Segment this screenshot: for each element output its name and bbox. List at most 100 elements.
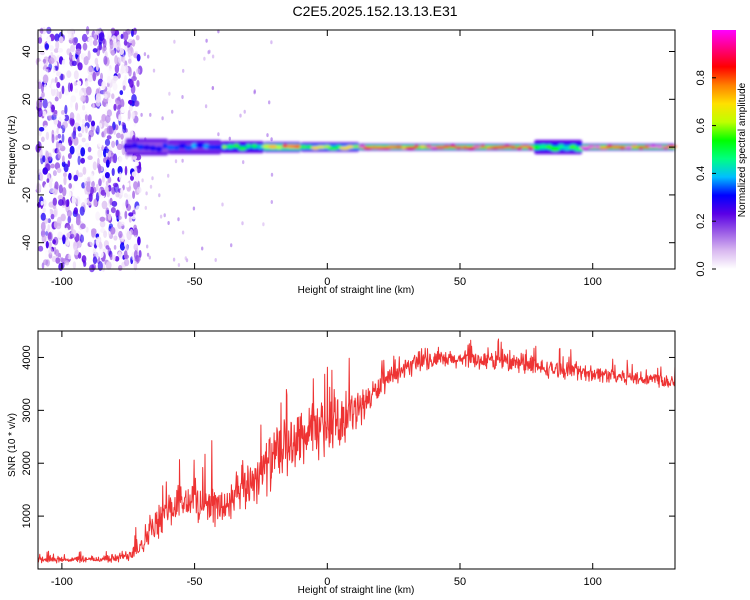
noise-blob <box>105 207 110 217</box>
noise-blob <box>45 150 49 159</box>
noise-blob <box>67 215 72 224</box>
band-core <box>142 144 151 151</box>
noise-blob <box>121 146 126 156</box>
spectrogram-y-label: Frequency (Hz) <box>7 116 18 185</box>
colorbar-tick-label: 0.4 <box>695 166 707 181</box>
snr-y-label: SNR (10 * v/v) <box>7 413 18 477</box>
noise-blob <box>91 228 97 235</box>
noise-speckle <box>242 160 245 165</box>
noise-blob <box>60 110 66 115</box>
noise-blob <box>79 206 85 216</box>
noise-blob <box>81 255 87 263</box>
noise-blob <box>65 254 69 260</box>
noise-blob <box>136 154 142 161</box>
noise-blob <box>107 68 113 75</box>
noise-blob <box>51 133 55 144</box>
noise-blob <box>110 49 116 56</box>
noise-blob <box>72 261 77 269</box>
noise-blob <box>79 111 85 117</box>
noise-blob <box>98 32 105 42</box>
band-core <box>624 146 633 149</box>
noise-blob <box>77 132 83 138</box>
noise-blob <box>120 106 126 114</box>
noise-speckle <box>268 100 271 105</box>
noise-blob <box>52 111 58 118</box>
noise-blob <box>81 33 88 43</box>
noise-blob <box>40 221 46 232</box>
noise-blob <box>75 102 79 111</box>
spectrogram-panel: -100 -50 0 50 100 -40 -20 0 20 40 Height of stra… <box>7 26 678 296</box>
noise-blob <box>80 223 86 230</box>
noise-blob <box>113 103 117 111</box>
noise-blob <box>54 76 58 84</box>
noise-speckle <box>207 50 210 55</box>
noise-speckle <box>266 133 269 138</box>
noise-blob <box>104 172 110 179</box>
noise-blob <box>40 212 46 221</box>
noise-blob <box>48 241 52 249</box>
noise-blob <box>55 141 59 151</box>
noise-blob <box>95 183 99 191</box>
noise-blob <box>63 175 67 186</box>
noise-blob <box>55 135 58 141</box>
noise-blob <box>124 210 128 220</box>
noise-blob <box>104 93 108 100</box>
noise-blob <box>56 71 62 77</box>
noise-blob <box>123 39 128 46</box>
band-core <box>413 145 420 148</box>
band-core <box>587 145 596 149</box>
noise-blob <box>61 59 66 69</box>
noise-speckle <box>177 263 181 267</box>
noise-blob <box>86 184 91 193</box>
noise-blob <box>58 199 64 206</box>
noise-speckle <box>158 193 161 198</box>
noise-speckle <box>163 213 166 218</box>
noise-speckle <box>270 137 273 142</box>
band-core <box>149 145 157 152</box>
noise-blob <box>52 170 57 177</box>
x-tick-label: -100 <box>51 576 73 588</box>
noise-blob <box>124 165 128 176</box>
band-core <box>166 145 176 150</box>
noise-blob <box>48 201 55 208</box>
noise-blob <box>128 216 132 223</box>
noise-blob <box>75 179 81 186</box>
noise-blob <box>118 156 123 163</box>
band-core <box>195 142 206 148</box>
noise-blob <box>89 264 95 273</box>
noise-blob <box>66 239 70 246</box>
noise-blob <box>42 110 47 117</box>
spectrogram-x-ticks: -100 -50 0 50 100 <box>51 30 602 288</box>
noise-blob <box>106 125 113 135</box>
noise-blob <box>92 247 97 255</box>
noise-blob <box>48 181 53 189</box>
noise-blob <box>134 100 140 107</box>
noise-speckle <box>205 38 208 43</box>
noise-blob <box>67 33 73 41</box>
noise-blob <box>107 213 112 221</box>
noise-blob <box>63 172 67 178</box>
noise-blob <box>47 218 51 224</box>
noise-blob <box>71 60 78 66</box>
noise-blob <box>98 241 103 249</box>
noise-blob <box>95 63 99 72</box>
noise-blob <box>85 86 92 96</box>
noise-blob <box>131 171 137 177</box>
noise-blob <box>67 190 72 198</box>
noise-blob <box>79 234 84 243</box>
noise-speckle <box>144 205 147 210</box>
noise-blob <box>104 138 111 146</box>
noise-blob <box>117 73 121 79</box>
noise-blob <box>42 199 47 207</box>
noise-blob <box>36 183 42 193</box>
band-core <box>618 146 627 149</box>
noise-blob <box>64 104 68 115</box>
noise-blob <box>95 192 100 202</box>
noise-blob <box>131 111 136 120</box>
noise-blob <box>100 189 107 196</box>
noise-blob <box>87 155 93 160</box>
noise-speckle <box>140 112 143 117</box>
noise-blob <box>61 85 65 95</box>
noise-blob <box>136 186 142 194</box>
noise-blob <box>122 205 127 213</box>
